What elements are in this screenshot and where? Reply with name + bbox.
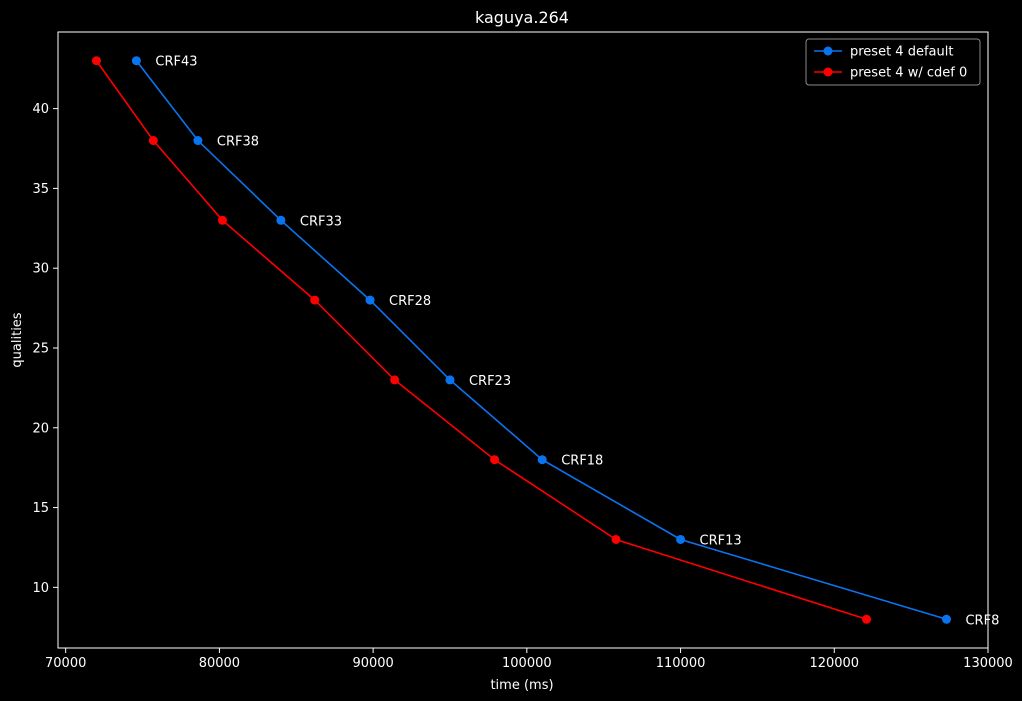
y-tick-label: 35 xyxy=(32,182,49,197)
chart-title: kaguya.264 xyxy=(475,8,569,27)
x-tick-label: 90000 xyxy=(352,656,393,671)
series-line-1 xyxy=(135,60,947,621)
crf-annotation: CRF8 xyxy=(965,613,999,628)
series-2-point xyxy=(310,295,320,305)
legend-marker-2 xyxy=(823,67,833,77)
series-2-point xyxy=(862,614,872,624)
x-tick-label: 120000 xyxy=(809,656,859,671)
y-tick-label: 10 xyxy=(32,581,49,596)
y-tick-label: 25 xyxy=(32,341,49,356)
y-tick-label: 15 xyxy=(32,501,49,516)
crf-annotation: CRF33 xyxy=(300,214,342,229)
series-2-point xyxy=(91,56,101,66)
legend-box xyxy=(805,38,981,86)
crf-annotation: CRF38 xyxy=(217,135,259,150)
y-tick-label: 40 xyxy=(32,102,49,117)
legend: preset 4 default preset 4 w/ cdef 0 xyxy=(805,38,981,86)
series-1-point xyxy=(131,56,141,66)
series-1-point xyxy=(365,295,375,305)
legend-marker-1 xyxy=(823,46,833,56)
legend-label-2: preset 4 w/ cdef 0 xyxy=(850,66,967,81)
plot-area: CRF43 CRF38 CRF33 CRF28 CRF23 CRF18 CRF13 CRF8 xyxy=(91,55,999,628)
series-1-point xyxy=(445,375,455,385)
x-tick-label: 130000 xyxy=(963,656,1013,671)
crf-annotation: CRF18 xyxy=(561,454,603,469)
crf-annotation: CRF28 xyxy=(389,294,431,309)
series-line-2 xyxy=(95,60,867,621)
series-2-point xyxy=(148,136,158,146)
axes: 70000 80000 90000 100000 110000 120000 130000 1… xyxy=(32,102,1012,671)
y-tick-label: 30 xyxy=(32,262,49,277)
series-1-point xyxy=(276,215,286,225)
x-axis-label: time (ms) xyxy=(490,678,553,693)
series-2-point xyxy=(217,215,227,225)
legend-label-1: preset 4 default xyxy=(850,45,953,60)
series-2-point xyxy=(490,455,500,465)
x-tick-label: 110000 xyxy=(656,656,706,671)
x-tick-label: 70000 xyxy=(45,656,86,671)
series-2-point xyxy=(611,534,621,544)
series-1-point xyxy=(941,614,951,624)
crf-annotation: CRF43 xyxy=(155,55,197,70)
series-2-point xyxy=(390,375,400,385)
x-tick-label: 80000 xyxy=(199,656,240,671)
x-tick-label: 100000 xyxy=(502,656,552,671)
crf-annotation: CRF13 xyxy=(700,533,742,548)
plot-frame xyxy=(57,31,989,649)
y-axis-label: qualities xyxy=(10,312,25,367)
series-1-point xyxy=(676,534,686,544)
crf-annotation: CRF23 xyxy=(469,374,511,389)
series-1-point xyxy=(193,136,203,146)
series-1-point xyxy=(537,455,547,465)
y-tick-label: 20 xyxy=(32,421,49,436)
